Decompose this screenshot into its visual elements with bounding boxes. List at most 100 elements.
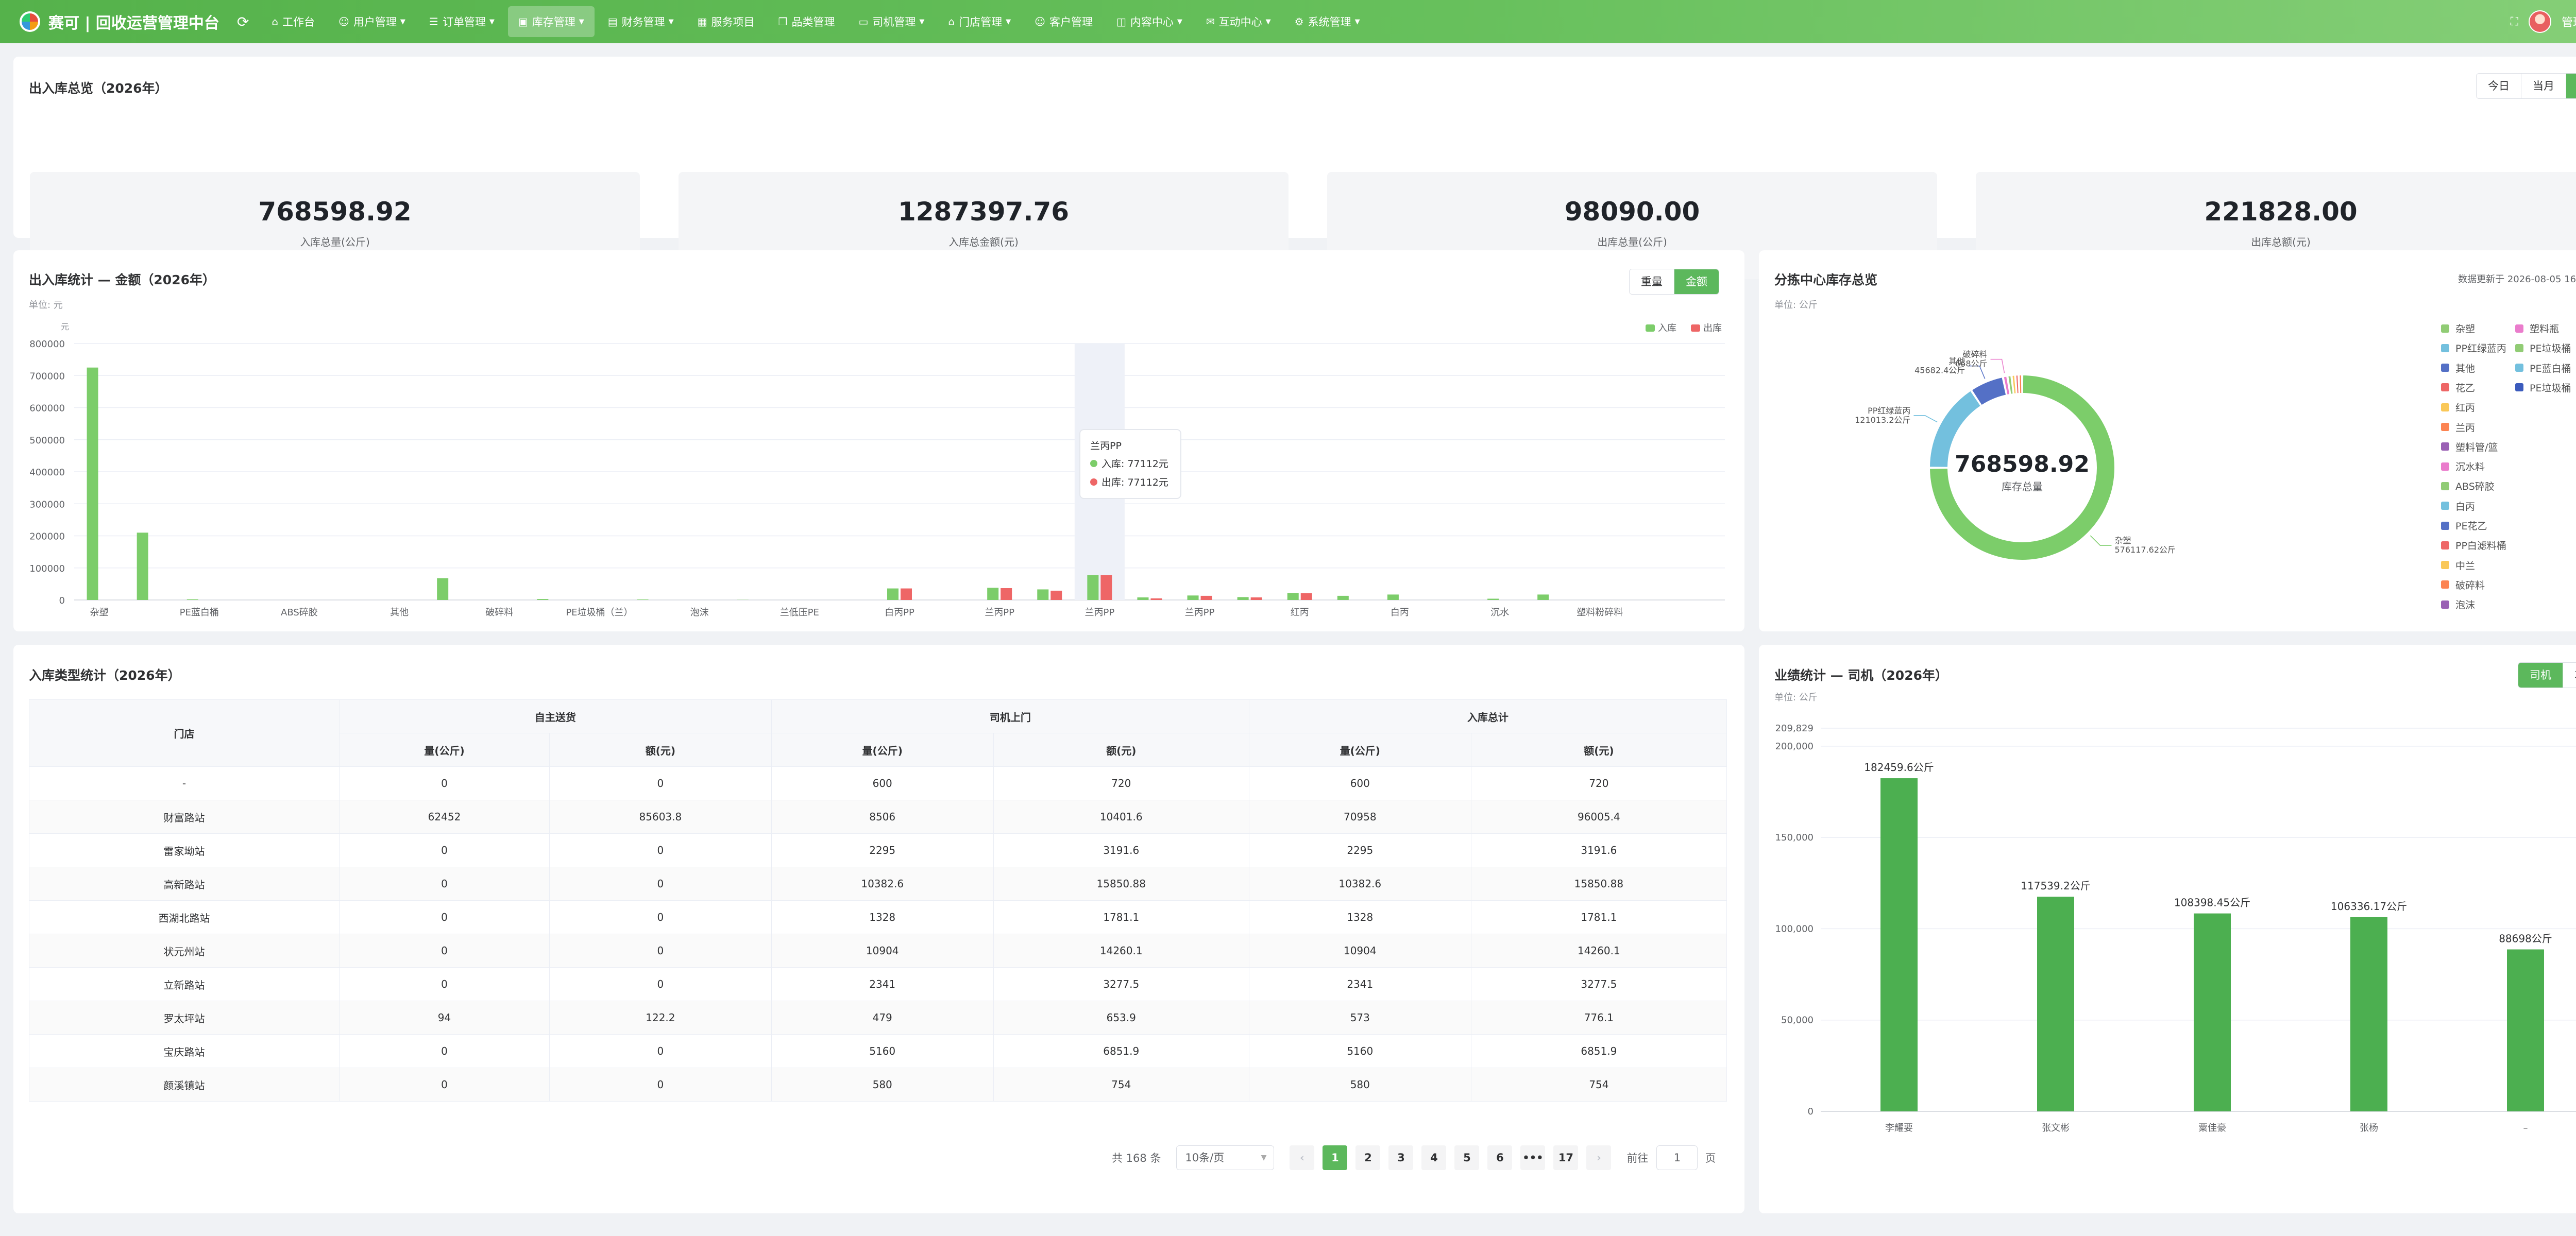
legend-item[interactable]: 塑料瓶 bbox=[2515, 321, 2559, 335]
bar-inbound[interactable] bbox=[437, 578, 449, 600]
menu-item[interactable]: ⌂ 工作台 bbox=[261, 6, 325, 37]
legend-item[interactable]: 其他 bbox=[2441, 361, 2475, 375]
bar-inbound[interactable] bbox=[887, 588, 899, 600]
legend-item[interactable]: PE垃圾桶（绿） bbox=[2515, 341, 2576, 355]
bar-inbound[interactable] bbox=[637, 599, 649, 600]
prev-page-button[interactable]: ‹ bbox=[1290, 1145, 1315, 1170]
toggle-option[interactable]: 司机 bbox=[2518, 663, 2563, 688]
donut-slice[interactable] bbox=[1930, 375, 2114, 560]
bar-inbound[interactable] bbox=[987, 588, 999, 600]
y-tick-label: 0 bbox=[1808, 1106, 1814, 1117]
page-button[interactable]: 1 bbox=[1323, 1145, 1348, 1170]
legend-item[interactable]: 塑料管/篮 bbox=[2441, 440, 2498, 454]
legend-item[interactable]: PP红绿蓝丙 bbox=[2441, 341, 2506, 355]
toggle-option[interactable]: 金额 bbox=[1674, 269, 1719, 294]
bar-outbound[interactable] bbox=[1001, 588, 1012, 600]
menu-item[interactable]: ▣ 库存管理 ▼ bbox=[507, 6, 595, 37]
driver-bar[interactable] bbox=[2350, 917, 2387, 1111]
fullscreen-icon[interactable]: ⛶ bbox=[2510, 15, 2518, 28]
bar-inbound[interactable] bbox=[1337, 595, 1349, 600]
tooltip-title: 兰丙PP bbox=[1090, 440, 1122, 452]
donut-slice[interactable] bbox=[1972, 377, 2006, 405]
page-button[interactable]: 5 bbox=[1454, 1145, 1480, 1170]
page-button[interactable]: 3 bbox=[1388, 1145, 1414, 1170]
menu-item[interactable]: ☺ 用户管理 ▼ bbox=[328, 6, 416, 37]
legend-item[interactable]: 杂塑 bbox=[2441, 321, 2475, 335]
user-name[interactable]: 管理员 bbox=[2561, 16, 2576, 29]
donut-slice[interactable] bbox=[2004, 376, 2010, 394]
bar-inbound[interactable] bbox=[1087, 575, 1099, 600]
refresh-icon[interactable]: ⟳ bbox=[236, 13, 249, 30]
avatar[interactable] bbox=[2528, 10, 2551, 33]
bar-inbound[interactable] bbox=[187, 599, 198, 600]
bar-inbound[interactable] bbox=[1237, 597, 1249, 600]
menu-item[interactable]: ▦ 服务项目 bbox=[687, 6, 765, 37]
bar-inbound[interactable] bbox=[537, 599, 549, 600]
menu-item[interactable]: ☺ 客户管理 bbox=[1024, 6, 1103, 37]
toggle-option[interactable]: 今日 bbox=[2477, 74, 2521, 98]
bar-outbound[interactable] bbox=[1150, 598, 1162, 600]
page-size-select[interactable]: 10条/页 ▼ bbox=[1176, 1145, 1275, 1170]
page-button[interactable]: 6 bbox=[1487, 1145, 1513, 1170]
menu-item[interactable]: ◫ 内容中心 ▼ bbox=[1106, 6, 1193, 37]
legend-label[interactable]: 出库 bbox=[1703, 323, 1722, 334]
bar-inbound[interactable] bbox=[1037, 589, 1049, 600]
bar-outbound[interactable] bbox=[1100, 575, 1112, 600]
menu-item[interactable]: ❒ 品类管理 bbox=[768, 6, 845, 37]
page-button[interactable]: 17 bbox=[1553, 1145, 1579, 1170]
table-cell: 0 bbox=[339, 1068, 550, 1102]
th-driver-pickup: 司机上门 bbox=[771, 699, 1249, 733]
menu-item[interactable]: ▭ 司机管理 ▼ bbox=[848, 6, 935, 37]
legend-item[interactable]: 泡沫 bbox=[2441, 597, 2475, 611]
legend-item[interactable]: 花乙 bbox=[2441, 381, 2475, 394]
menu-item[interactable]: ⌂ 门店管理 ▼ bbox=[938, 6, 1021, 37]
legend-item[interactable]: 兰丙 bbox=[2441, 420, 2475, 434]
toggle-option[interactable]: 重量 bbox=[1630, 269, 1674, 294]
menu-item[interactable]: ⚙ 系统管理 ▼ bbox=[1284, 6, 1370, 37]
legend-item[interactable]: 中兰 bbox=[2441, 558, 2475, 572]
bar-outbound[interactable] bbox=[1250, 597, 1262, 600]
bar-outbound[interactable] bbox=[1050, 590, 1062, 600]
bar-outbound[interactable] bbox=[901, 588, 912, 600]
toggle-option[interactable]: 当年 bbox=[2566, 74, 2576, 98]
bar-inbound[interactable] bbox=[137, 533, 148, 600]
menu-item[interactable]: ▤ 财务管理 ▼ bbox=[598, 6, 684, 37]
driver-bar[interactable] bbox=[1880, 778, 1918, 1111]
table-cell: 720 bbox=[993, 766, 1249, 800]
legend-item[interactable]: 红丙 bbox=[2441, 400, 2475, 414]
menu-label: 品类管理 bbox=[791, 16, 835, 28]
legend-item[interactable]: PE蓝白桶 bbox=[2515, 361, 2571, 375]
bar-inbound[interactable] bbox=[1187, 595, 1199, 600]
legend-item[interactable]: PP白滤料桶 bbox=[2441, 538, 2506, 552]
bar-inbound[interactable] bbox=[1137, 597, 1149, 600]
bar-outbound[interactable] bbox=[1300, 593, 1312, 600]
goto-page-input[interactable]: 1 bbox=[1656, 1145, 1698, 1170]
legend-item[interactable]: 沉水料 bbox=[2441, 459, 2485, 473]
donut-slice[interactable] bbox=[1930, 391, 1980, 467]
menu-item[interactable]: ✉ 互动中心 ▼ bbox=[1196, 6, 1281, 37]
legend-item[interactable]: 白丙 bbox=[2441, 499, 2475, 513]
legend-label: PE花乙 bbox=[2455, 521, 2487, 532]
bar-inbound[interactable] bbox=[1287, 593, 1299, 600]
legend-item[interactable]: PE花乙 bbox=[2441, 519, 2487, 533]
legend-swatch bbox=[2441, 364, 2449, 372]
page-button[interactable]: 4 bbox=[1421, 1145, 1447, 1170]
next-page-button[interactable]: › bbox=[1586, 1145, 1612, 1170]
legend-item[interactable]: ABS碎胶 bbox=[2441, 479, 2495, 493]
driver-bar[interactable] bbox=[2194, 913, 2231, 1111]
toggle-option[interactable]: 当月 bbox=[2521, 74, 2566, 98]
legend-label[interactable]: 入库 bbox=[1658, 323, 1676, 334]
page-button[interactable]: ••• bbox=[1520, 1145, 1546, 1170]
bar-inbound[interactable] bbox=[1537, 594, 1549, 600]
legend-item[interactable]: 破碎料 bbox=[2441, 578, 2485, 592]
bar-inbound[interactable] bbox=[87, 367, 98, 600]
driver-bar[interactable] bbox=[2037, 897, 2074, 1111]
bar-inbound[interactable] bbox=[1487, 598, 1499, 600]
driver-bar[interactable] bbox=[2507, 949, 2544, 1111]
toggle-option[interactable]: 车辆 bbox=[2563, 663, 2576, 688]
bar-outbound[interactable] bbox=[1200, 595, 1212, 600]
menu-item[interactable]: ☰ 订单管理 ▼ bbox=[419, 6, 505, 37]
legend-item[interactable]: PE垃圾桶（兰） bbox=[2515, 381, 2576, 394]
bar-inbound[interactable] bbox=[1387, 594, 1399, 600]
page-button[interactable]: 2 bbox=[1355, 1145, 1381, 1170]
